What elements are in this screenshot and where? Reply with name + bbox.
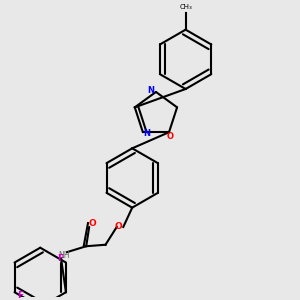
Text: NH: NH — [58, 250, 70, 260]
Text: N: N — [147, 86, 154, 95]
Text: N: N — [143, 129, 150, 138]
Text: O: O — [89, 220, 97, 229]
Text: O: O — [167, 133, 174, 142]
Text: F: F — [17, 291, 23, 300]
Text: O: O — [114, 222, 122, 231]
Text: F: F — [57, 254, 63, 262]
Text: CH₃: CH₃ — [179, 4, 192, 10]
